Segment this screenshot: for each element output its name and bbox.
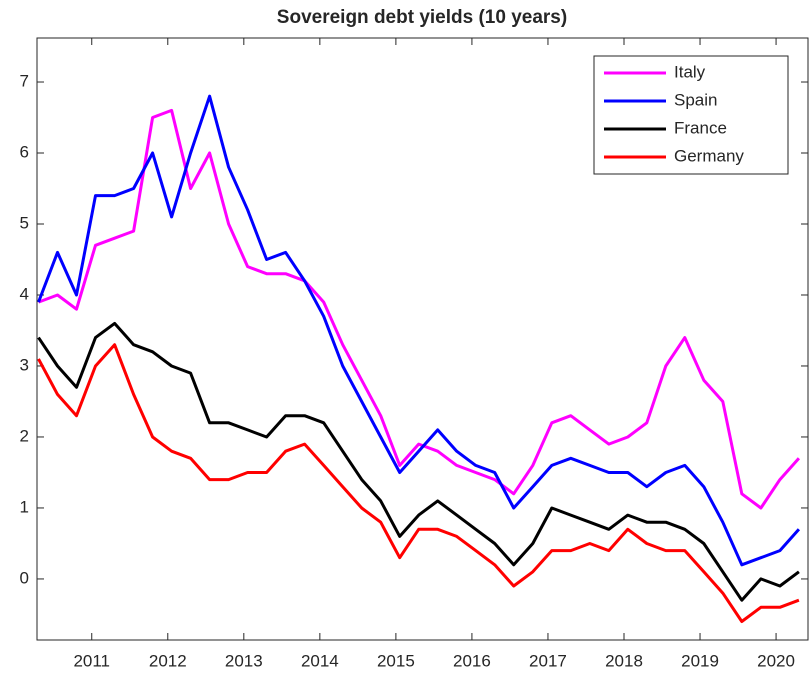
- x-tick-label: 2012: [149, 651, 187, 670]
- y-tick-label: 4: [20, 284, 29, 303]
- y-tick-label: 1: [20, 497, 29, 516]
- legend-label: Italy: [674, 62, 706, 81]
- x-tick-label: 2014: [301, 651, 339, 670]
- x-tick-label: 2019: [681, 651, 719, 670]
- legend-box: [593, 55, 789, 175]
- y-tick-label: 5: [20, 213, 29, 232]
- x-tick-label: 2017: [529, 651, 567, 670]
- y-tick-label: 0: [20, 568, 29, 587]
- legend-label: Germany: [674, 146, 744, 165]
- x-tick-label: 2020: [757, 651, 795, 670]
- x-tick-label: 2016: [453, 651, 491, 670]
- x-tick-label: 2013: [225, 651, 263, 670]
- legend-label: France: [674, 118, 727, 137]
- chart-title: Sovereign debt yields (10 years): [277, 7, 567, 28]
- series-line: [37, 108, 801, 510]
- x-tick-label: 2011: [73, 651, 110, 670]
- y-tick-label: 7: [20, 71, 29, 90]
- series-line: [37, 321, 800, 602]
- series-line: [37, 343, 800, 623]
- x-tick-label: 2015: [377, 651, 415, 670]
- series-line: [37, 94, 801, 567]
- y-tick-label: 2: [20, 426, 29, 445]
- y-tick-label: 3: [20, 355, 29, 374]
- y-tick-label: 6: [20, 142, 29, 161]
- legend-label: Spain: [674, 90, 717, 109]
- x-tick-label: 2018: [605, 651, 643, 670]
- plot-frame: [36, 37, 809, 641]
